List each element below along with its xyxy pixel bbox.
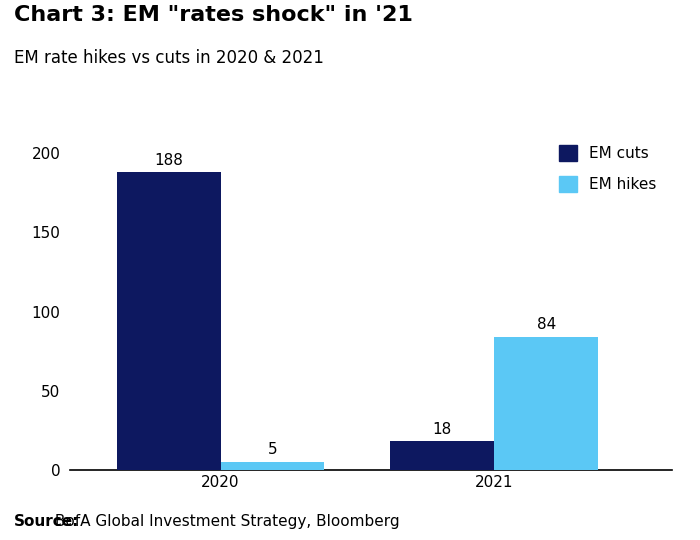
Text: 84: 84 [536,317,556,332]
Text: 5: 5 [267,442,277,457]
Text: EM rate hikes vs cuts in 2020 & 2021: EM rate hikes vs cuts in 2020 & 2021 [14,49,324,66]
Bar [390,441,494,470]
Bar [494,337,598,470]
Text: Source:: Source: [14,514,79,529]
Text: 188: 188 [154,153,183,167]
Text: BofA Global Investment Strategy, Bloomberg: BofA Global Investment Strategy, Bloombe… [50,514,400,529]
Legend: EM cuts, EM hikes: EM cuts, EM hikes [551,137,664,200]
Text: Chart 3: EM "rates shock" in '21: Chart 3: EM "rates shock" in '21 [14,5,413,25]
Text: 18: 18 [433,422,452,436]
Bar [220,462,325,470]
Bar [116,172,220,470]
